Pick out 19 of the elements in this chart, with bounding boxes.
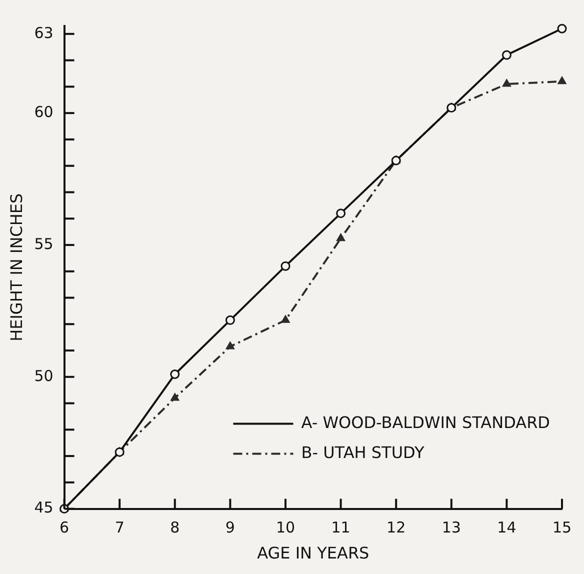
x-tick-label: 15 — [552, 518, 572, 537]
y-tick-label: 50 — [34, 366, 54, 385]
x-tick-label: 10 — [276, 518, 296, 537]
x-tick-label: 8 — [170, 518, 180, 537]
x-tick-label: 14 — [497, 518, 516, 537]
y-tick-label: 45 — [34, 498, 54, 517]
x-tick-label: 7 — [114, 518, 124, 537]
legend-label: A- WOOD-BALDWIN STANDARD — [301, 412, 550, 432]
x-tick-label: 11 — [331, 518, 350, 537]
x-axis-title: AGE IN YEARS — [257, 544, 370, 563]
y-tick-label: 63 — [34, 24, 54, 42]
legend-label: B- UTAH STUDY — [301, 442, 424, 462]
x-tick-label: 9 — [225, 518, 235, 537]
x-tick-label: 13 — [442, 518, 461, 537]
x-tick-label: 12 — [386, 518, 406, 537]
y-tick-label: 60 — [34, 102, 54, 121]
x-tick-label: 6 — [60, 518, 70, 537]
y-axis-title: HEIGHT IN INCHES — [6, 193, 26, 342]
y-tick-label: 55 — [34, 234, 54, 253]
